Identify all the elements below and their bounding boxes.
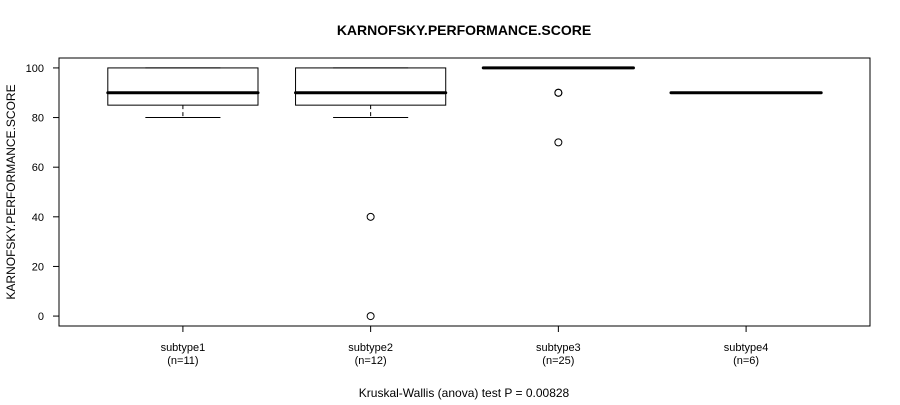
x-count-label: (n=11): [167, 355, 198, 367]
outlier-point: [366, 212, 375, 221]
x-tick-label: subtype1: [161, 342, 206, 354]
box: [107, 67, 259, 106]
chart-title: KARNOFSKY.PERFORMANCE.SCORE: [337, 22, 591, 38]
x-count-label: (n=6): [733, 355, 759, 367]
x-tick-label: subtype2: [348, 342, 393, 354]
y-tick-label: 100: [26, 63, 44, 75]
y-tick-label: 40: [32, 212, 44, 224]
x-count-label: (n=25): [542, 355, 574, 367]
outlier-point: [366, 312, 375, 321]
x-tick-label: subtype4: [724, 342, 769, 354]
x-count-label: (n=12): [355, 355, 387, 367]
y-axis-label: KARNOFSKY.PERFORMANCE.SCORE: [4, 84, 18, 299]
y-tick-label: 20: [32, 261, 44, 273]
y-tick-label: 0: [38, 311, 44, 323]
outlier-point: [554, 88, 563, 97]
plot-frame: [58, 57, 871, 327]
box: [295, 67, 447, 106]
x-tick-label: subtype3: [536, 342, 581, 354]
outlier-point: [554, 138, 563, 147]
y-tick-label: 60: [32, 162, 44, 174]
y-tick-label: 80: [32, 113, 44, 125]
test-footer: Kruskal-Wallis (anova) test P = 0.00828: [359, 386, 570, 400]
